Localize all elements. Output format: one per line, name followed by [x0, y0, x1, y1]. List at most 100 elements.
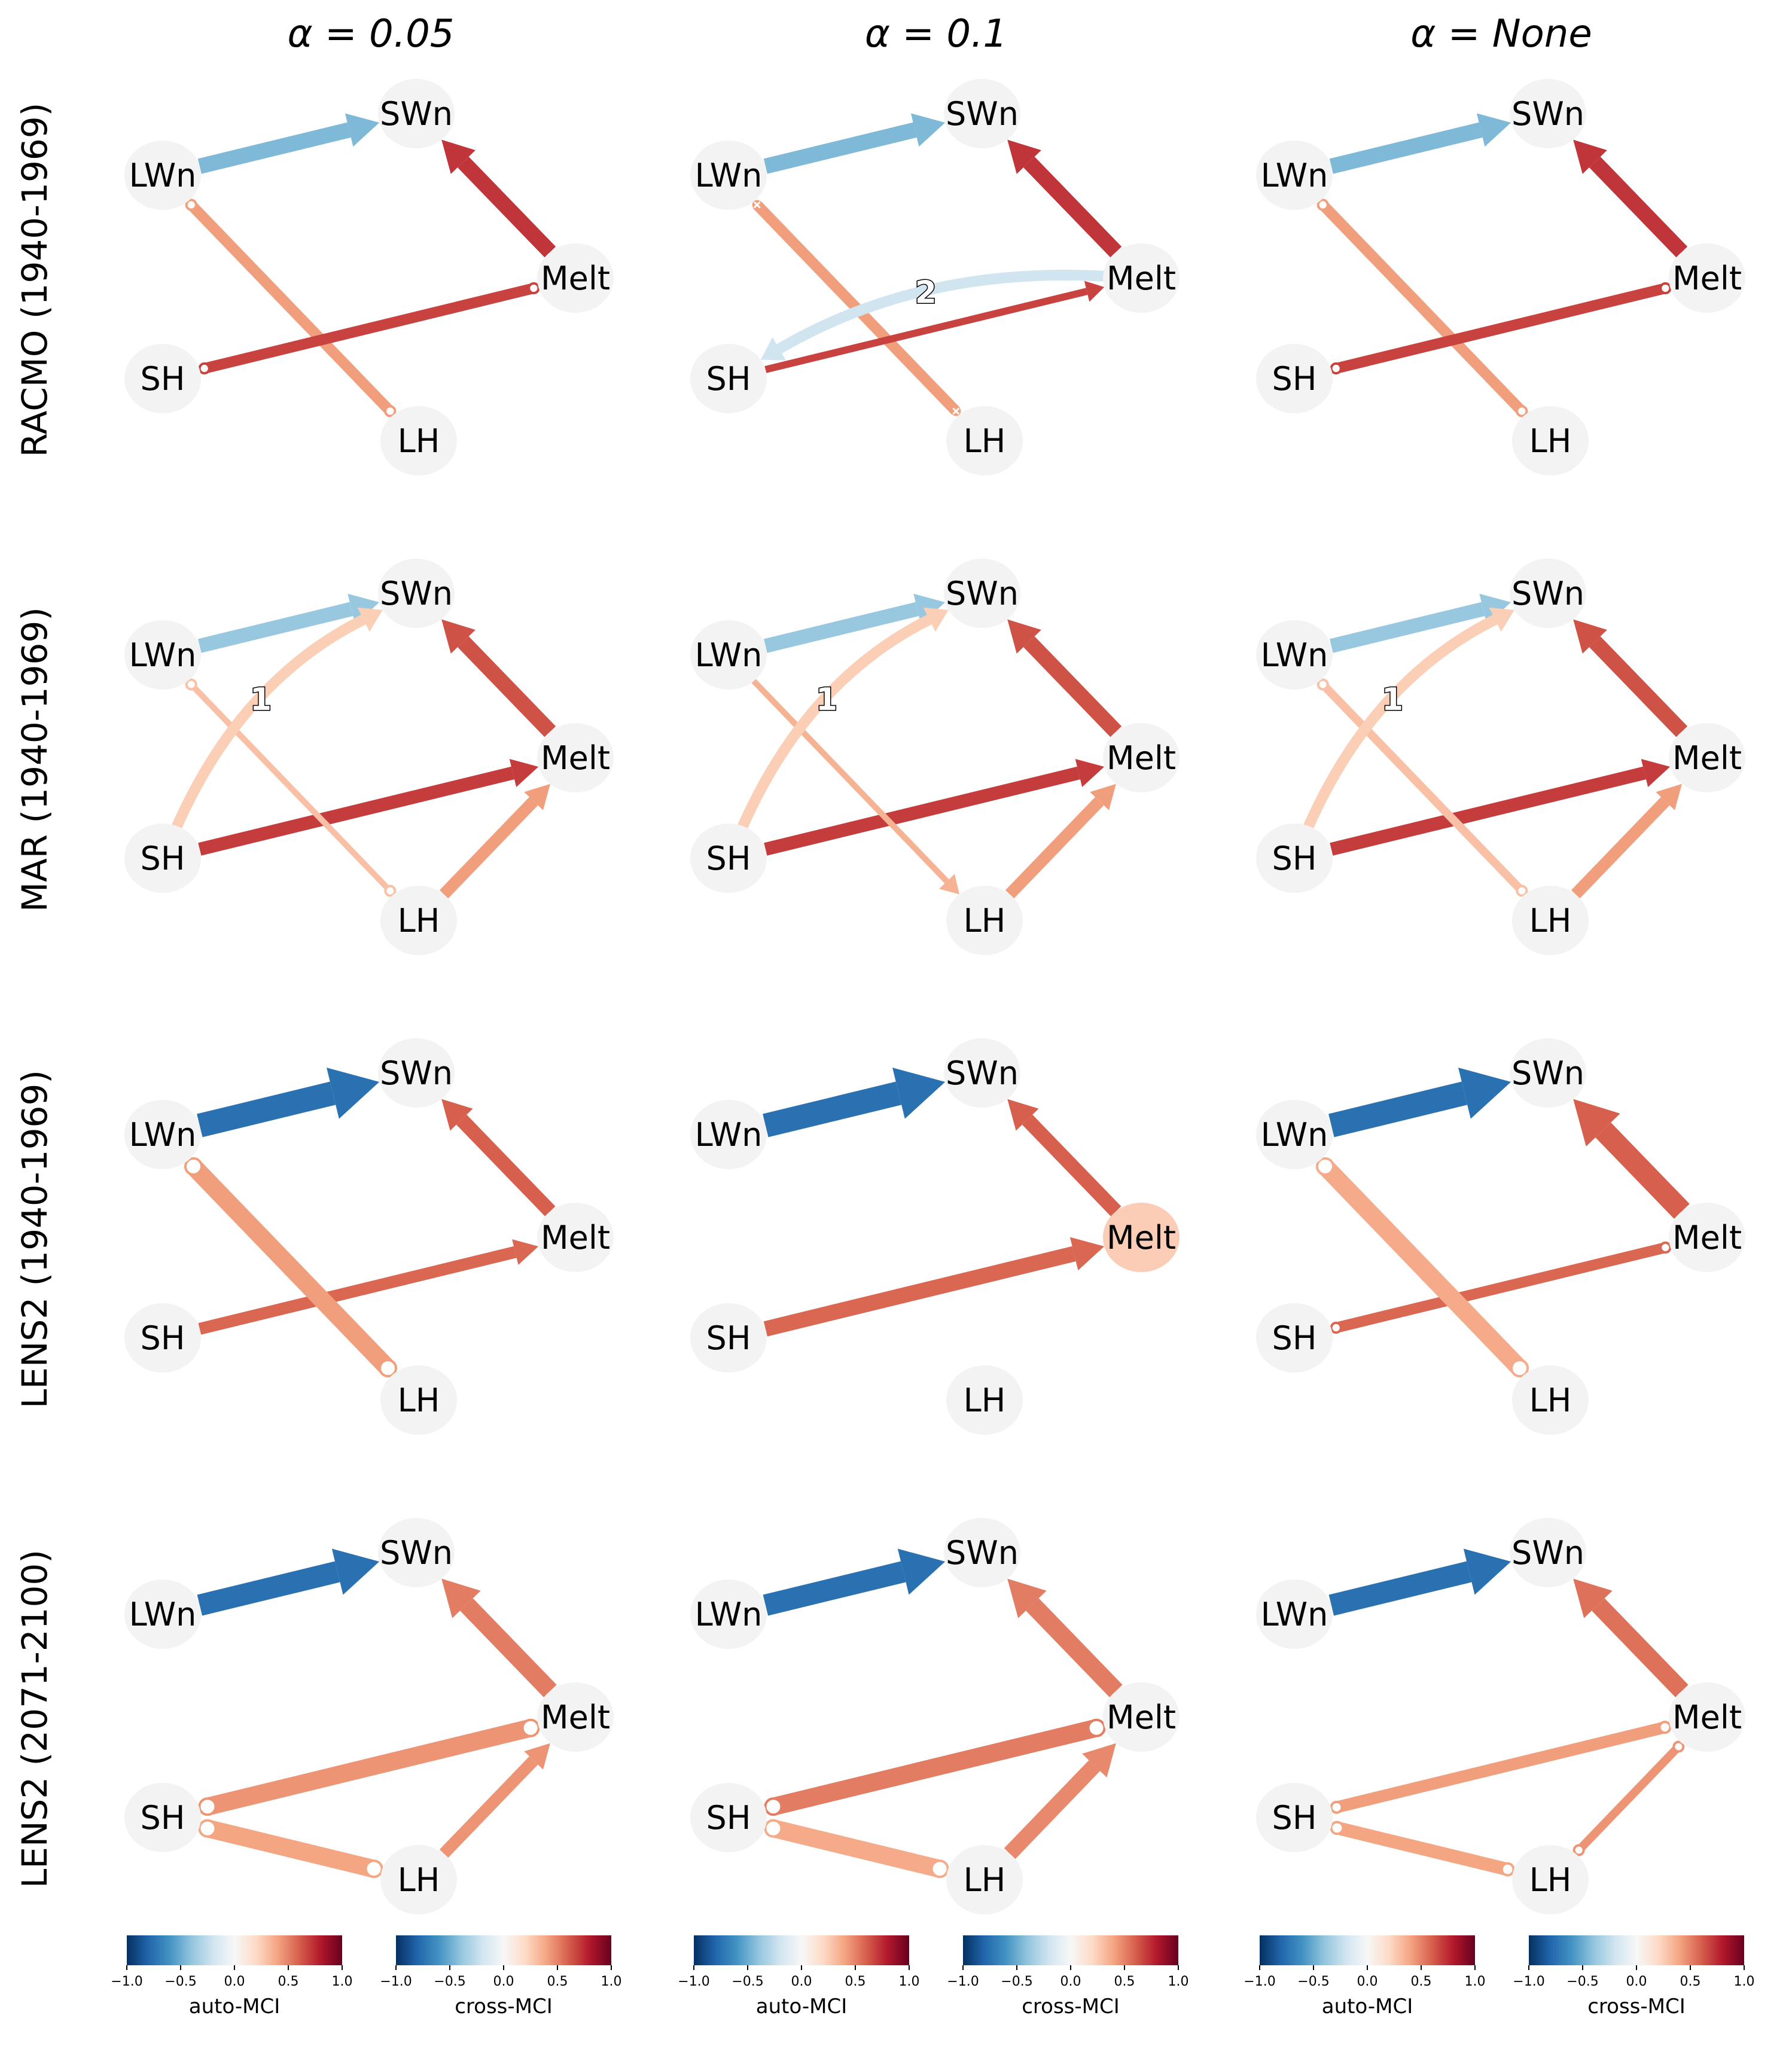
edge-arrowhead: [760, 337, 787, 361]
colorbar-gradient: [396, 1935, 611, 1965]
edge-arrowhead: [939, 874, 959, 895]
graph-panel: SWn LWn Melt SH LH: [1256, 1038, 1745, 1435]
edge-lag-label: 1: [1382, 682, 1403, 718]
node-label: SH: [141, 840, 185, 877]
tick-label: 1.0: [1734, 1974, 1755, 1989]
edge-end-marker-circle: [1087, 1718, 1106, 1737]
edge-melt-swn: [441, 139, 556, 258]
colorbar-ticks: [693, 1965, 910, 1970]
node-label: LH: [1529, 1861, 1572, 1899]
node-lwn: [124, 1580, 201, 1649]
edge-lh-melt: [1572, 1740, 1685, 1856]
node-layer: SWn LWn Melt SH LH: [124, 79, 614, 475]
colorbar-gradient: [1529, 1935, 1744, 1965]
edge-arrowhead: [357, 607, 383, 632]
edge-line: [1330, 766, 1647, 856]
tick-label: 0.0: [791, 1974, 812, 1989]
node-label: LWn: [695, 157, 763, 194]
edge-layer: 1: [171, 593, 556, 899]
graph-panel: SWn LWn Melt SH LH: [1256, 1518, 1745, 1914]
node-lwn: [690, 1580, 767, 1649]
node-label: SH: [141, 1319, 185, 1357]
edge-arrowhead: [1573, 139, 1607, 174]
edge-line: [1329, 122, 1483, 174]
edge-arrowhead: [910, 113, 946, 147]
node-swn: [378, 559, 455, 628]
edge-line: [1004, 1760, 1101, 1859]
edge-line: [763, 602, 919, 653]
edge-melt-swn: [1007, 1578, 1123, 1697]
edge-line: [1589, 636, 1688, 737]
node-label: SWn: [1511, 1534, 1584, 1572]
column-title: α = 0.1: [865, 12, 1007, 56]
colorbar-ticks: [1259, 1965, 1476, 1970]
edge-end-marker-circle: [379, 1359, 398, 1378]
node-lh: [946, 1845, 1023, 1914]
node-lh: [380, 1845, 457, 1914]
graph-panel: SWn LWn Melt SH LH: [690, 1518, 1180, 1914]
edge-layer: [1315, 1068, 1690, 1378]
colorbar-cross-mci: −1.0 −0.5 0.0 0.5 1.0 cross-MCI: [380, 1935, 622, 2018]
edge-line: [1328, 1561, 1472, 1616]
edge-line: [198, 1246, 517, 1335]
node-lh: [946, 886, 1023, 955]
edge-line: [1335, 1721, 1666, 1813]
edge-arrowhead: [1641, 758, 1671, 787]
colorbar-gradient: [963, 1935, 1178, 1965]
edge-arrowhead: [1458, 1068, 1511, 1119]
edge-line: [1571, 797, 1670, 899]
tick-label: 1.0: [1168, 1974, 1189, 1989]
node-label: Melt: [1672, 1699, 1742, 1736]
node-label: SH: [1272, 840, 1317, 877]
edge-end-marker-circle: [1516, 405, 1528, 417]
edge-arrowhead: [1489, 607, 1514, 632]
node-label: Melt: [541, 260, 610, 297]
edge-arrowhead: [1007, 619, 1041, 654]
tick-label: 0.5: [1411, 1974, 1432, 1989]
edge-line: [1303, 614, 1501, 832]
edge-end-marker-circle: [1659, 282, 1672, 295]
edge-line: [764, 288, 1088, 373]
edge-sh-lh: [1330, 1821, 1515, 1877]
colorbar-label: cross-MCI: [1022, 1995, 1120, 2018]
edge-layer: 2: [752, 113, 1122, 416]
node-melt: [537, 723, 614, 792]
edge-end-marker-circle: [1658, 1721, 1672, 1734]
edge-arrowhead: [1007, 139, 1041, 174]
edge-lwn-swn: [197, 113, 380, 174]
edge-line: [751, 679, 949, 884]
colorbar-label: auto-MCI: [756, 1995, 848, 2018]
edge-line: [1023, 156, 1122, 258]
graph-panel: SWn LWn Melt SH LH: [124, 1038, 614, 1435]
node-label: LWn: [695, 1596, 763, 1633]
node-label: SWn: [946, 575, 1019, 612]
colorbar-label: cross-MCI: [455, 1995, 553, 2018]
node-label: SWn: [380, 575, 453, 612]
edge-line: [187, 201, 394, 415]
tick-label: 0.0: [493, 1974, 514, 1989]
node-label: LWn: [129, 157, 197, 194]
tick-label: 0.0: [1060, 1974, 1081, 1989]
colorbar-gradient: [694, 1935, 909, 1965]
edge-arrowhead: [1084, 280, 1105, 302]
edge-lwn-lh: [751, 679, 959, 895]
edge-sh-swn: 1: [1303, 607, 1514, 832]
edge-arrowhead: [1573, 1099, 1620, 1147]
node-label: Melt: [1672, 260, 1742, 297]
edge-end-marker-circle: [198, 362, 211, 375]
node-label: Melt: [1672, 739, 1742, 777]
edge-line: [773, 270, 1109, 355]
edge-line: [771, 1819, 942, 1878]
edge-end-marker-circle: [1572, 1844, 1585, 1856]
edge-lwn-lh: [1316, 199, 1528, 417]
tick-label: 0.5: [1680, 1974, 1701, 1989]
edge-line: [205, 1819, 376, 1878]
edge-sh-melt: [764, 280, 1105, 373]
edge-line: [205, 1719, 533, 1816]
edge-lwn-swn: [763, 1548, 946, 1616]
node-swn: [944, 79, 1020, 148]
edge-end-marker-circle: [1330, 1321, 1342, 1334]
node-sh: [1256, 1303, 1333, 1373]
node-layer: SWn LWn Melt SH LH: [690, 559, 1180, 955]
edge-melt-swn: [1007, 619, 1122, 737]
